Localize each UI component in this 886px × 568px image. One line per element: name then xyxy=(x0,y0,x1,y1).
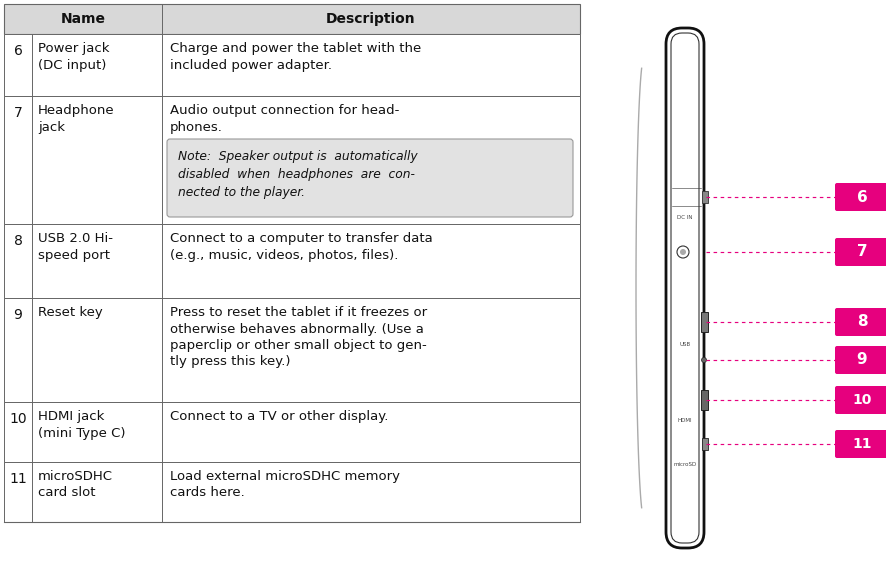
FancyBboxPatch shape xyxy=(834,346,886,374)
Text: 6: 6 xyxy=(13,44,22,58)
FancyBboxPatch shape xyxy=(834,183,886,211)
Text: 9: 9 xyxy=(13,308,22,322)
Text: Audio output connection for head-
phones.: Audio output connection for head- phones… xyxy=(170,104,399,133)
Text: Note:  Speaker output is  automatically
disabled  when  headphones  are  con-
ne: Note: Speaker output is automatically di… xyxy=(178,150,417,199)
Text: HDMI jack
(mini Type C): HDMI jack (mini Type C) xyxy=(38,410,125,440)
Text: USB 2.0 Hi-
speed port: USB 2.0 Hi- speed port xyxy=(38,232,113,261)
FancyBboxPatch shape xyxy=(834,238,886,266)
Bar xyxy=(701,191,707,203)
Bar xyxy=(4,224,579,298)
Circle shape xyxy=(676,246,688,258)
Bar xyxy=(4,4,579,34)
Bar xyxy=(4,402,579,462)
Text: DC IN: DC IN xyxy=(677,215,692,220)
Text: 7: 7 xyxy=(13,106,22,120)
FancyBboxPatch shape xyxy=(834,308,886,336)
Circle shape xyxy=(680,249,685,255)
Text: USB: USB xyxy=(679,342,690,347)
Text: Name: Name xyxy=(60,12,105,26)
Text: 9: 9 xyxy=(856,353,867,367)
Text: Press to reset the tablet if it freezes or
otherwise behaves abnormally. (Use a
: Press to reset the tablet if it freezes … xyxy=(170,306,427,369)
Text: Headphone
jack: Headphone jack xyxy=(38,104,114,133)
Text: 11: 11 xyxy=(9,472,27,486)
Circle shape xyxy=(701,357,706,362)
Bar xyxy=(700,390,707,410)
Bar xyxy=(4,298,579,402)
Text: Description: Description xyxy=(326,12,416,26)
Text: Charge and power the tablet with the
included power adapter.: Charge and power the tablet with the inc… xyxy=(170,42,421,72)
Bar xyxy=(4,34,579,96)
Bar xyxy=(701,438,707,450)
Text: 6: 6 xyxy=(856,190,867,204)
Text: Load external microSDHC memory
cards here.: Load external microSDHC memory cards her… xyxy=(170,470,400,499)
Text: microSD: microSD xyxy=(672,462,696,467)
FancyBboxPatch shape xyxy=(167,139,572,217)
Text: microSDHC
card slot: microSDHC card slot xyxy=(38,470,113,499)
FancyBboxPatch shape xyxy=(834,430,886,458)
Text: Reset key: Reset key xyxy=(38,306,103,319)
Text: 8: 8 xyxy=(13,234,22,248)
Text: 10: 10 xyxy=(851,393,871,407)
Text: 10: 10 xyxy=(9,412,27,426)
Bar xyxy=(700,312,707,332)
Text: 8: 8 xyxy=(856,315,867,329)
Bar xyxy=(4,96,579,224)
Text: Power jack
(DC input): Power jack (DC input) xyxy=(38,42,109,72)
Text: 7: 7 xyxy=(856,244,867,260)
Text: HDMI: HDMI xyxy=(677,418,692,423)
Text: 11: 11 xyxy=(851,437,871,451)
Text: Connect to a TV or other display.: Connect to a TV or other display. xyxy=(170,410,388,423)
FancyBboxPatch shape xyxy=(834,386,886,414)
Text: Connect to a computer to transfer data
(e.g., music, videos, photos, files).: Connect to a computer to transfer data (… xyxy=(170,232,432,261)
FancyBboxPatch shape xyxy=(665,28,703,548)
Bar xyxy=(4,462,579,522)
